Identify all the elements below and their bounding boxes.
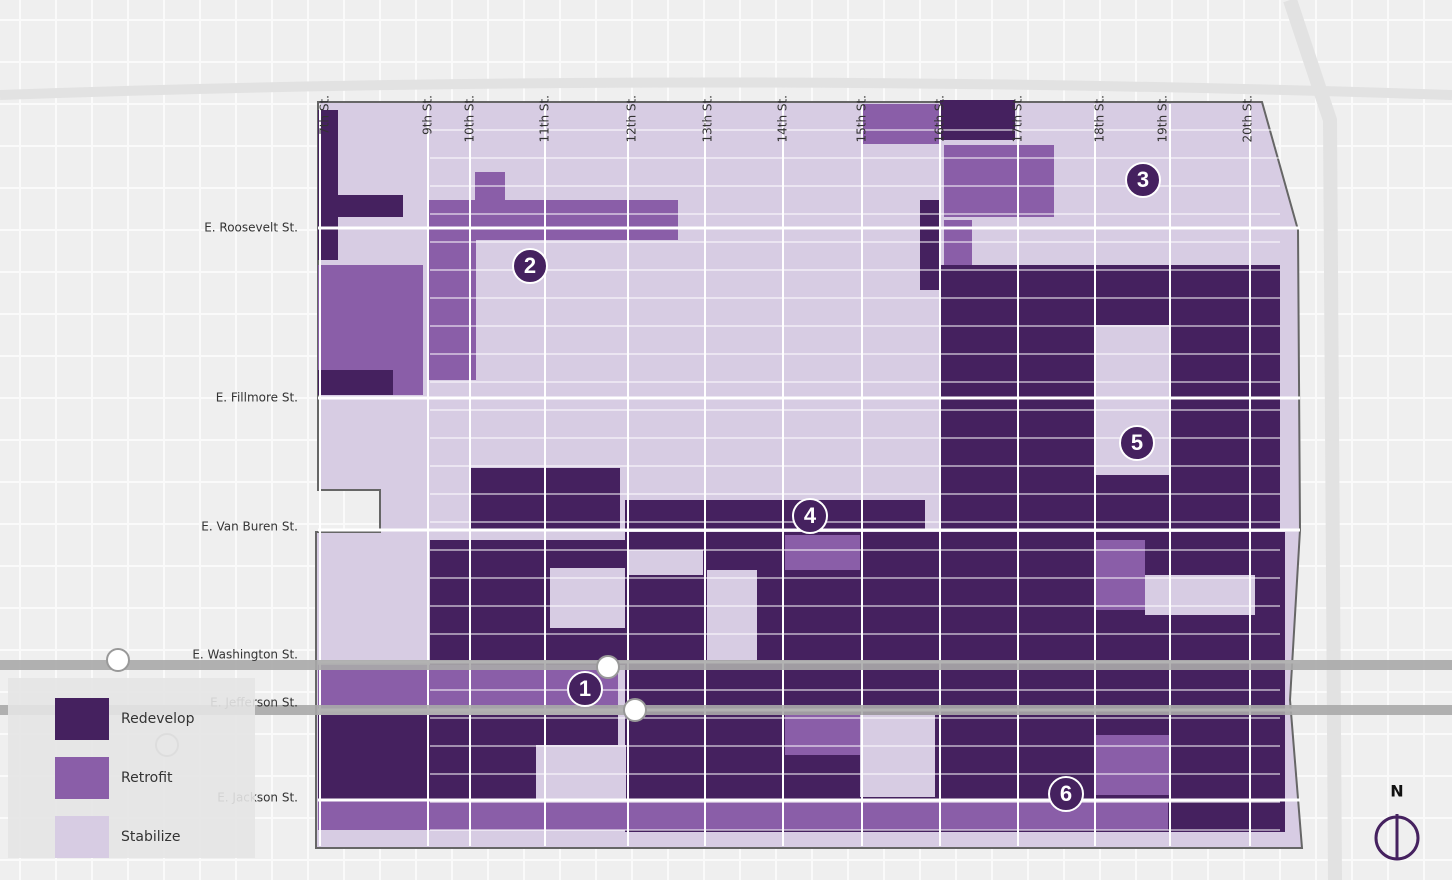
ns-street-label: 20th St. [1241, 95, 1255, 143]
parcel [1095, 735, 1170, 795]
parcel [920, 200, 940, 290]
parcel [862, 104, 940, 144]
ns-street-label: 9th St. [421, 95, 435, 135]
legend: Redevelop Retrofit Stabilize [8, 678, 255, 858]
ns-street-label: 11th St. [538, 95, 552, 143]
parcel [318, 540, 428, 660]
ns-street-label: 17th St. [1011, 95, 1025, 143]
zones [315, 100, 1304, 849]
ns-street-label: 18th St. [1093, 95, 1107, 143]
parcel [475, 172, 505, 202]
legend-swatch [55, 816, 109, 858]
marker-circle [567, 671, 603, 707]
parcel [318, 110, 338, 260]
rail-stop [623, 698, 647, 722]
parcel [536, 745, 626, 800]
legend-label: Retrofit [121, 770, 173, 786]
parcel [318, 195, 403, 217]
marker-label: 1 [579, 676, 591, 701]
ew-street-label: E. Van Buren St. [201, 520, 298, 534]
street-labels: 7th St. 9th St. 10th St. 11th St. 12th St. 13… [192, 95, 1255, 812]
ns-street-label: 14th St. [776, 95, 790, 143]
parcel [628, 550, 703, 575]
parcel [1145, 575, 1255, 615]
parcel [785, 715, 860, 755]
parcel [428, 200, 678, 240]
ns-street-label: 10th St. [463, 95, 477, 143]
parcel [318, 370, 393, 395]
ns-street-label: 13th St. [701, 95, 715, 143]
parcel [318, 800, 1168, 830]
marker-label: 5 [1131, 430, 1143, 455]
rail-stop [106, 648, 130, 672]
north-arrow: N [1374, 782, 1420, 861]
marker-circle [1119, 425, 1155, 461]
marker-circle [512, 248, 548, 284]
ns-street-label: 12th St. [625, 95, 639, 143]
district-streets [0, 104, 1452, 846]
marker-label: 4 [804, 503, 817, 528]
marker-label: 6 [1060, 781, 1072, 806]
freeway [1283, 0, 1342, 880]
marker-label: 2 [524, 253, 536, 278]
ew-street-label: E. Fillmore St. [216, 391, 298, 405]
legend-swatch [55, 757, 109, 799]
ew-street-label: E. Washington St. [192, 648, 298, 662]
parcel [1095, 540, 1145, 610]
ew-street-label: E. Roosevelt St. [204, 221, 298, 235]
parcel [940, 100, 1015, 140]
north-label: N [1390, 782, 1403, 801]
legend-label: Stabilize [121, 829, 180, 845]
ns-street-label: 15th St. [855, 95, 869, 143]
marker-circle [792, 498, 828, 534]
ns-street-label: 16th St. [933, 95, 947, 143]
parcel [550, 568, 625, 628]
legend-box [8, 678, 255, 858]
marker-circle [1125, 162, 1161, 198]
marker-circle [1048, 776, 1084, 812]
parcel [625, 500, 925, 530]
legend-label: Redevelop [121, 711, 195, 727]
parcel [707, 570, 757, 660]
ns-street-label: 19th St. [1156, 95, 1170, 143]
parcel [860, 715, 935, 797]
freeway [0, 77, 1452, 100]
parcel [428, 240, 476, 380]
parcel [944, 145, 1054, 217]
marker-label: 3 [1137, 167, 1149, 192]
rail-stop [596, 655, 620, 679]
ns-street-label: 7th St. [318, 95, 332, 135]
parcel [785, 535, 860, 570]
legend-swatch [55, 698, 109, 740]
